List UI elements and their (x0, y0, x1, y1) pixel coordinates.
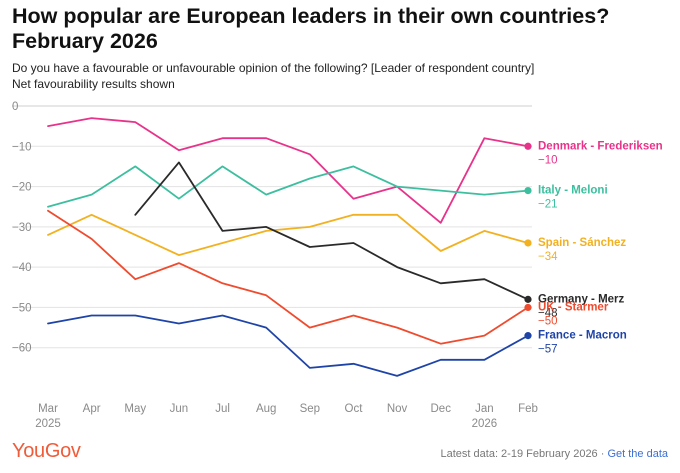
series-value-label: −57 (538, 344, 558, 356)
latest-data-text: Latest data: 2-19 February 2026 · (440, 448, 608, 460)
x-tick-label: Jan (475, 403, 494, 415)
x-tick-year-label: 2025 (35, 418, 61, 430)
line-chart: 0 −10 −20 −30 −40 −50 −60 Mar 2025 Apr May Jun Jul Au… (12, 101, 663, 430)
y-tick-label: −30 (12, 222, 32, 234)
series-name-label: Italy - Meloni (538, 185, 608, 197)
x-tick-label: Dec (431, 403, 452, 415)
series-value-label: −34 (538, 251, 558, 263)
chart-title: How popular are European leaders in thei… (12, 4, 610, 53)
x-tick-label: Jul (215, 403, 230, 415)
series-line (47, 165, 529, 208)
series-end-point (524, 187, 532, 195)
series-name-label: Germany - Merz (538, 293, 625, 305)
series-name-label: UK - Starmer (538, 301, 609, 313)
x-tick-label: Feb (518, 403, 538, 415)
y-tick-label: −20 (12, 182, 32, 194)
series-name-label: Spain - Sánchez (538, 237, 626, 249)
series-end-point (524, 303, 532, 312)
chart-subtitle: Do you have a favourable or unfavourable… (12, 60, 672, 92)
x-tick-label: Sep (300, 403, 320, 415)
y-tick-label: −60 (12, 343, 32, 355)
series-end-point (524, 142, 532, 150)
subtitle-question: Do you have a favourable or unfavourable… (12, 61, 535, 75)
series-name-label: Denmark - Frederiksen (538, 140, 663, 152)
series-value-label: −50 (538, 315, 558, 327)
subtitle-note: Net favourability results shown (12, 77, 175, 91)
series-end-point (524, 332, 532, 340)
x-tick-year-label: 2026 (472, 418, 498, 430)
get-data-link[interactable]: Get the data (607, 448, 668, 460)
series-value-label: −21 (538, 199, 558, 211)
series-line (47, 209, 529, 345)
series-value-label: −10 (538, 154, 558, 166)
x-tick-label: Nov (387, 403, 408, 415)
series-end-point (524, 295, 532, 303)
footer-source: Latest data: 2-19 February 2026 · Get th… (441, 448, 668, 460)
x-tick-label: Mar (38, 403, 58, 415)
series-value-label: −48 (538, 307, 558, 319)
series-line (134, 161, 529, 301)
yougov-logo: YouGov (12, 440, 81, 462)
x-tick-label: Apr (83, 403, 101, 415)
x-tick-label: Aug (256, 403, 276, 415)
y-tick-label: −50 (12, 302, 32, 314)
x-tick-label: May (124, 403, 146, 415)
y-tick-label: −10 (12, 141, 32, 153)
series-end-point (524, 239, 532, 247)
y-tick-label: 0 (12, 101, 18, 113)
x-tick-label: Jun (170, 403, 189, 415)
y-tick-label: −40 (12, 262, 32, 274)
series-line (47, 213, 529, 256)
x-tick-label: Oct (345, 403, 364, 415)
series-line (47, 117, 529, 224)
series-line (47, 314, 529, 377)
series-name-label: France - Macron (538, 330, 627, 342)
